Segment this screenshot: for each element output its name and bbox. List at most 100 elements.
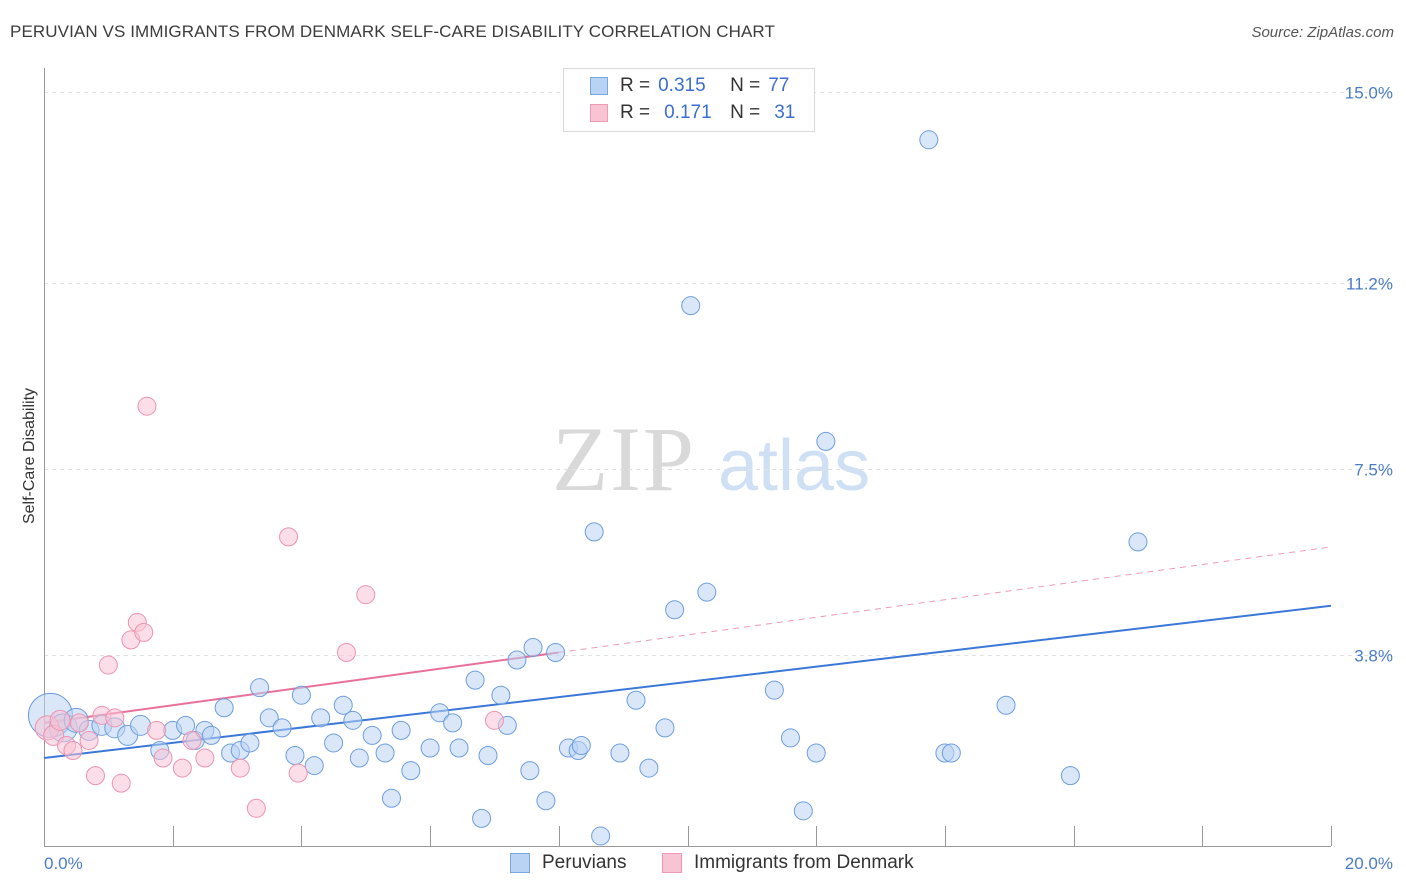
y-tick-label: 15.0%: [1345, 84, 1393, 103]
legend-r-label: R =: [620, 75, 651, 96]
watermark-atlas: atlas: [718, 426, 870, 506]
data-point: [655, 718, 675, 738]
data-point: [356, 585, 376, 605]
legend-row-peruvians: R = 0.315 N = 77: [590, 73, 789, 99]
data-point: [324, 733, 344, 753]
data-point: [304, 756, 324, 776]
data-point: [240, 733, 260, 753]
legend-n-label: N =: [730, 102, 761, 123]
data-point: [420, 738, 440, 758]
watermark-zip: ZIP: [552, 408, 696, 510]
data-point: [1128, 532, 1148, 552]
data-point: [79, 730, 99, 750]
data-point: [430, 703, 450, 723]
chart-source: Source: ZipAtlas.com: [1251, 24, 1394, 41]
data-point: [591, 826, 611, 846]
data-point: [214, 698, 234, 718]
legend-n-value: 31: [774, 102, 796, 123]
data-point: [291, 685, 311, 705]
data-point: [279, 527, 299, 547]
bottom-legend-label: Immigrants from Denmark: [694, 852, 914, 873]
data-point: [401, 761, 421, 781]
data-point: [362, 725, 382, 745]
data-point: [584, 522, 604, 542]
data-point: [941, 743, 961, 763]
data-point: [806, 743, 826, 763]
data-point: [697, 582, 717, 602]
data-point: [449, 738, 469, 758]
data-point: [391, 720, 411, 740]
data-point: [343, 710, 363, 730]
data-point: [85, 766, 105, 786]
trend-line-extension: [558, 546, 1332, 653]
data-point: [250, 678, 270, 698]
stats-legend: R = 0.315 N = 77 R = 0.171 N = 31: [563, 68, 815, 132]
data-point: [134, 622, 154, 642]
y-tick-label: 11.2%: [1346, 275, 1393, 294]
data-point: [259, 708, 279, 728]
data-point: [610, 743, 630, 763]
legend-r-label: R =: [620, 102, 651, 123]
watermark: ZIP atlas: [552, 408, 870, 510]
legend-r-value: 0.315: [658, 75, 706, 96]
data-points: [27, 130, 1148, 846]
y-tick-label: 7.5%: [1354, 461, 1393, 480]
data-point: [536, 791, 556, 811]
data-point: [153, 748, 173, 768]
data-point: [195, 748, 215, 768]
data-point: [523, 637, 543, 657]
x-tick-label-min: 0.0%: [44, 854, 83, 873]
data-point: [1060, 766, 1080, 786]
data-point: [69, 713, 89, 733]
data-point: [780, 728, 800, 748]
data-point: [996, 695, 1016, 715]
data-point: [201, 725, 221, 745]
data-point: [105, 708, 125, 728]
data-point: [311, 708, 331, 728]
legend-swatch-blue: [590, 77, 608, 95]
data-point: [681, 296, 701, 316]
legend-row-denmark: R = 0.171 N = 31: [590, 100, 795, 126]
data-point: [491, 685, 511, 705]
data-point: [63, 741, 83, 760]
data-point: [472, 808, 492, 828]
legend-r-value: 0.171: [664, 102, 712, 123]
data-point: [137, 396, 157, 416]
x-tick-label-max: 20.0%: [1345, 854, 1393, 873]
bottom-swatch-pink: [662, 853, 682, 873]
data-point: [285, 746, 305, 766]
data-point: [230, 758, 250, 778]
data-point: [147, 720, 167, 740]
data-point: [246, 798, 266, 818]
data-point: [375, 743, 395, 763]
x-ticks: [44, 826, 1332, 846]
chart-title: PERUVIAN VS IMMIGRANTS FROM DENMARK SELF…: [10, 22, 775, 41]
data-point: [507, 650, 527, 670]
data-point: [443, 713, 463, 733]
data-point: [349, 748, 369, 768]
data-point: [484, 710, 504, 730]
legend-n-value: 77: [768, 75, 790, 96]
data-point: [816, 431, 836, 451]
trend-lines: [43, 546, 1332, 760]
data-point: [571, 735, 591, 755]
data-point: [288, 763, 308, 783]
data-point: [478, 746, 498, 766]
data-point: [336, 642, 356, 662]
data-point: [111, 773, 131, 793]
data-point: [333, 695, 353, 715]
bottom-legend-label: Peruvians: [542, 852, 627, 873]
data-point: [919, 130, 939, 150]
data-point: [546, 642, 566, 662]
data-point: [665, 600, 685, 620]
data-point: [626, 690, 646, 710]
bottom-legend-denmark: Immigrants from Denmark: [662, 852, 914, 874]
data-point: [272, 718, 292, 738]
data-point: [49, 709, 71, 731]
data-point: [172, 758, 192, 778]
y-axis-label: Self-Care Disability: [21, 388, 38, 524]
data-point: [182, 730, 202, 750]
data-point: [639, 758, 659, 778]
y-gridlines: [44, 92, 1393, 656]
